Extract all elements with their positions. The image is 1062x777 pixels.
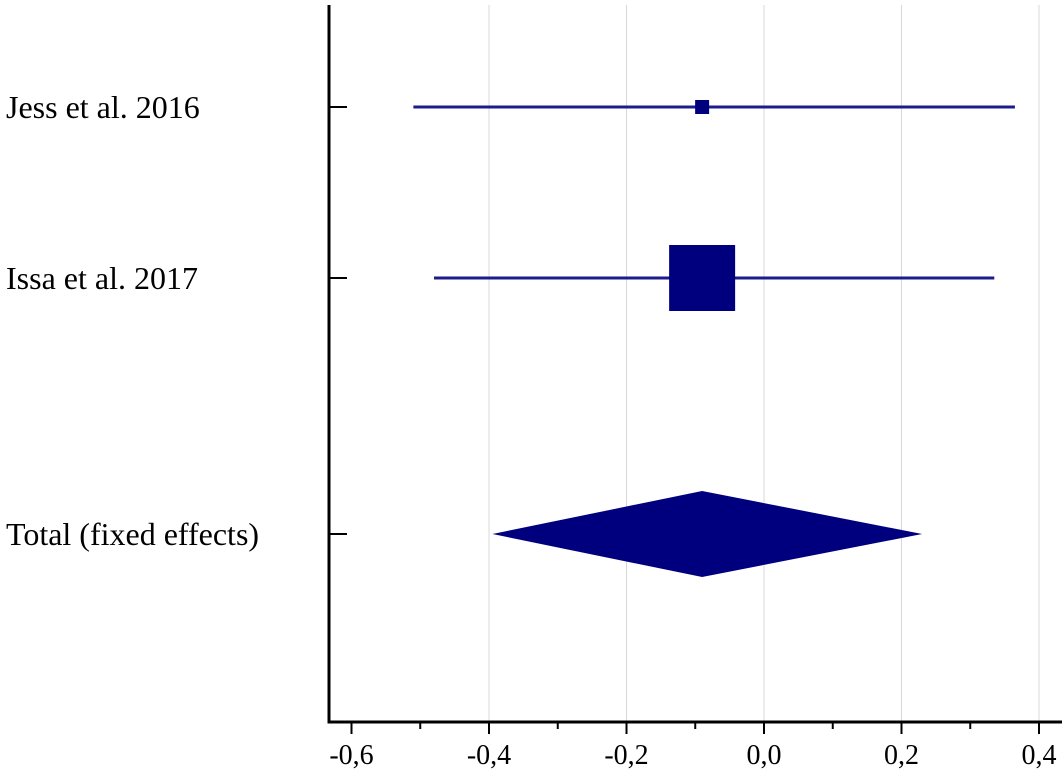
x-tick-label: -0,6 [329, 740, 373, 771]
pooled-diamond [492, 491, 923, 577]
pooled-label: Total (fixed effects) [6, 516, 259, 552]
x-tick-label: -0,4 [467, 740, 511, 771]
effect-marker [669, 245, 736, 311]
effect-marker [695, 100, 710, 114]
axes: -0,6 -0,4 -0,2 0,0 0,2 0,4 [327, 5, 1062, 771]
x-tick-label: 0,0 [747, 740, 782, 771]
study-label: Issa et al. 2017 [6, 260, 198, 296]
grid-lines [488, 5, 1040, 722]
study-label: Jess et al. 2016 [6, 89, 200, 125]
x-tick-label: -0,2 [604, 740, 648, 771]
study-rows: Jess et al. 2016 Issa et al. 2017 Total (f… [6, 89, 1015, 577]
x-tick-label: 0,2 [884, 740, 919, 771]
x-tick-label: 0,4 [1022, 740, 1057, 771]
